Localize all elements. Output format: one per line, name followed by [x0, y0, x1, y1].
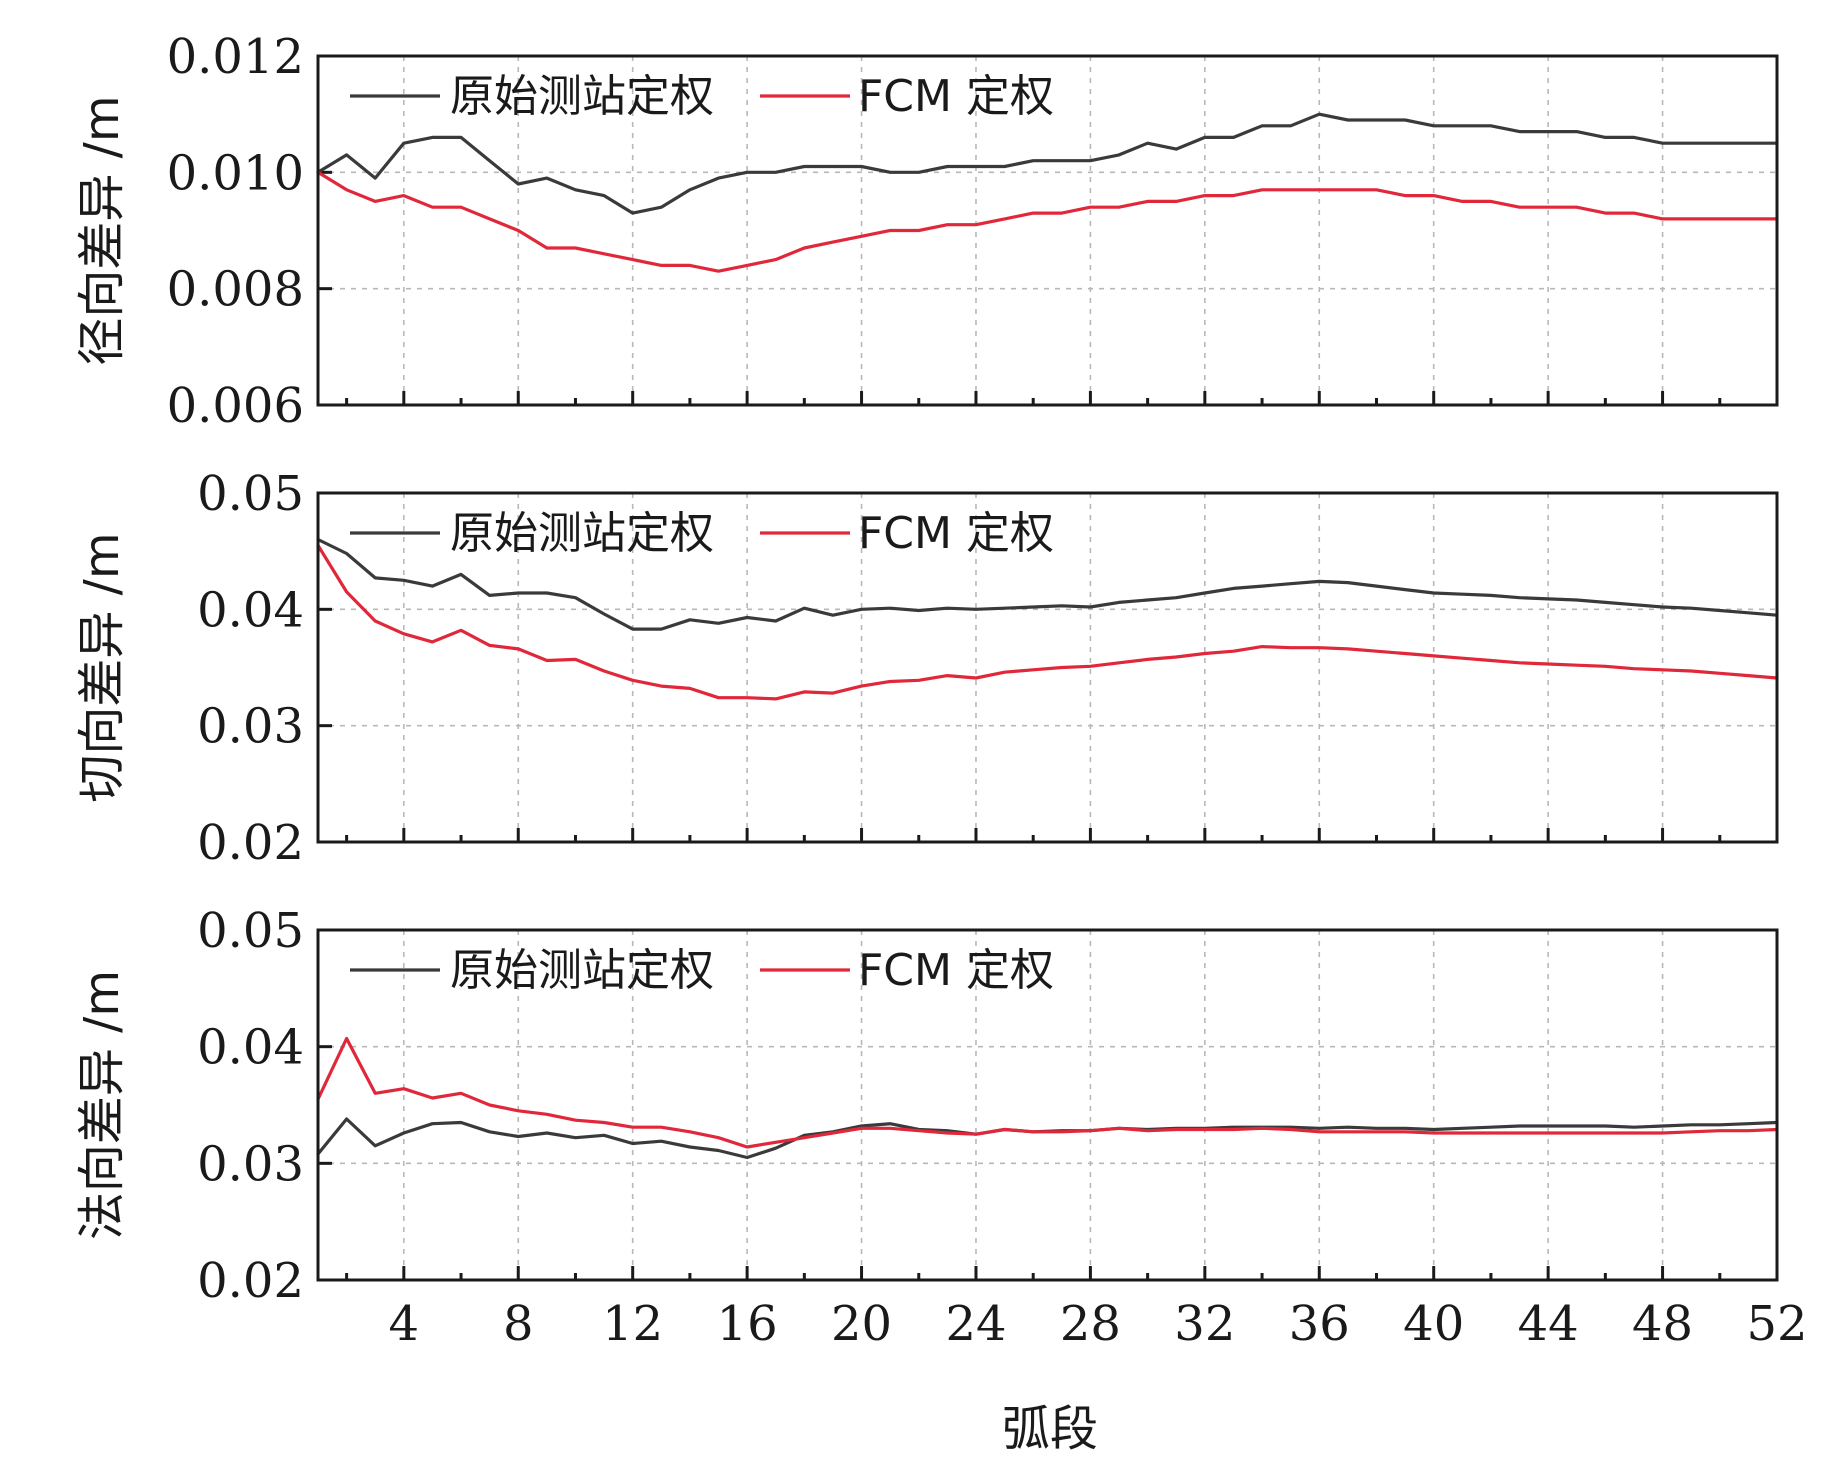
x-tick-label: 40: [1403, 1296, 1464, 1352]
x-tick-label: 4: [389, 1296, 420, 1352]
y-tick-label: 0.008: [167, 262, 304, 318]
series-line-original: [316, 1117, 1779, 1160]
legend-label-original: 原始测站定权: [450, 945, 714, 996]
legend-label-fcm: FCM 定权: [858, 945, 1054, 996]
x-tick-label: 20: [831, 1296, 892, 1352]
series-line-original: [316, 537, 1779, 631]
chart-panel-3: 4 8 12 16 20 24 28 32 36 40 44 48 520.020.030.040.05…: [74, 903, 1808, 1352]
plot-frame: [316, 54, 1779, 407]
plot-frame: [316, 928, 1779, 1282]
x-tick-label: 36: [1289, 1296, 1350, 1352]
x-tick-label: 16: [717, 1296, 778, 1352]
x-tick-label: 48: [1632, 1296, 1693, 1352]
x-tick-label: 28: [1060, 1296, 1121, 1352]
x-tick-label: 24: [945, 1296, 1006, 1352]
x-axis-title: 弧段: [1002, 1401, 1098, 1457]
x-tick-label: 12: [602, 1296, 663, 1352]
y-tick-label: 0.010: [167, 145, 304, 201]
y-axis-title: 径向差异 /m: [74, 95, 130, 365]
series-line-fcm: [316, 170, 1779, 273]
y-tick-label: 0.05: [197, 466, 304, 522]
y-tick-label: 0.02: [197, 815, 304, 871]
chart-panel-1: 0.006 0.008 0.010 0.012 径向差异 /m 原始测站定权 FCM 定权: [74, 29, 1779, 434]
y-tick-label: 0.02: [197, 1253, 304, 1309]
legend-label-original: 原始测站定权: [450, 71, 714, 122]
y-tick-label: 0.05: [197, 903, 304, 959]
series-line-original: [316, 112, 1779, 215]
y-axis-title: 法向差异 /m: [74, 970, 130, 1240]
y-tick-label: 0.04: [197, 582, 304, 638]
legend: 原始测站定权 FCM 定权: [350, 71, 1054, 122]
series-line-fcm: [316, 543, 1779, 701]
y-tick-label: 0.03: [197, 1136, 304, 1192]
y-tick-label: 0.012: [167, 29, 304, 85]
x-tick-label: 52: [1746, 1296, 1807, 1352]
y-tick-label: 0.006: [167, 378, 304, 434]
plot-frame: [316, 491, 1779, 844]
y-axis-title: 切向差异 /m: [74, 532, 130, 802]
y-tick-label: 0.04: [197, 1020, 304, 1076]
x-tick-label: 32: [1174, 1296, 1235, 1352]
series-line-fcm: [316, 1036, 1779, 1149]
legend: 原始测站定权 FCM 定权: [350, 508, 1054, 559]
legend-label-fcm: FCM 定权: [858, 71, 1054, 122]
x-tick-label: 8: [503, 1296, 534, 1352]
legend-label-original: 原始测站定权: [450, 508, 714, 559]
legend: 原始测站定权 FCM 定权: [350, 945, 1054, 996]
legend-label-fcm: FCM 定权: [858, 508, 1054, 559]
x-tick-label: 44: [1518, 1296, 1579, 1352]
y-tick-label: 0.03: [197, 699, 304, 755]
chart-panel-2: 0.02 0.03 0.04 0.05 切向差异 /m 原始测站定权 FCM 定权: [74, 466, 1779, 871]
